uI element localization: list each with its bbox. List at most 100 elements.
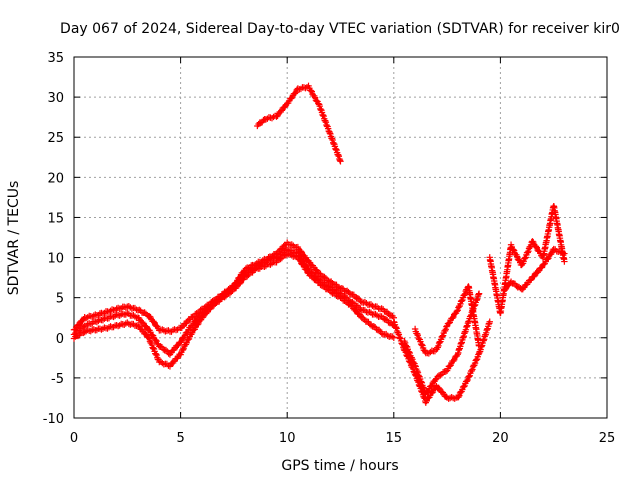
data-point <box>561 258 568 265</box>
data-point <box>268 260 276 267</box>
data-point <box>152 350 160 358</box>
data-point <box>530 273 537 280</box>
y-tick-label: 10 <box>47 252 64 267</box>
chart-title: Day 067 of 2024, Sidereal Day-to-day VTE… <box>60 21 620 37</box>
x-tick-label: 25 <box>599 431 616 446</box>
data-point <box>472 357 479 364</box>
data-point <box>389 333 396 340</box>
series-track-f <box>411 283 483 357</box>
data-point <box>538 264 546 271</box>
data-point <box>402 342 409 349</box>
y-axis-label: SDTVAR / TECUs <box>6 181 22 296</box>
data-point <box>149 344 156 351</box>
data-point <box>139 318 146 326</box>
data-point <box>142 330 149 337</box>
data-point <box>152 336 159 344</box>
data-point <box>405 348 413 356</box>
y-tick-label: 35 <box>47 51 64 66</box>
data-point <box>451 395 458 402</box>
data-point <box>534 269 541 276</box>
data-point <box>244 273 251 280</box>
x-tick-label: 15 <box>386 431 403 446</box>
x-axis-label: GPS time / hours <box>281 458 398 474</box>
data-point <box>236 280 243 288</box>
data-point <box>468 367 475 374</box>
data-point <box>521 254 529 262</box>
data-point <box>277 108 285 116</box>
data-point <box>473 356 480 363</box>
data-point <box>464 376 471 384</box>
series-track-e <box>401 290 483 398</box>
data-point <box>162 346 170 354</box>
data-point <box>131 313 139 320</box>
data-point <box>455 393 462 401</box>
data-point <box>369 302 376 310</box>
data-point <box>370 323 378 330</box>
data-point <box>288 241 295 248</box>
data-point <box>458 297 465 304</box>
plot-frame <box>73 56 608 419</box>
data-point <box>179 346 187 354</box>
data-point <box>501 286 508 294</box>
y-tick-label: 25 <box>47 131 64 146</box>
x-tick-label: 10 <box>279 431 296 446</box>
data-point <box>544 255 551 263</box>
data-point <box>107 323 114 330</box>
series-track-g <box>486 202 568 317</box>
data-point <box>177 339 184 346</box>
x-tick-label: 5 <box>176 431 184 446</box>
data-point <box>202 310 210 317</box>
series-track-i <box>254 82 344 165</box>
data-point <box>524 249 531 256</box>
data-point <box>252 266 259 273</box>
data-point <box>465 373 472 381</box>
data-point <box>417 340 425 348</box>
data-point <box>273 113 280 120</box>
data-point <box>296 256 303 263</box>
data-point <box>101 309 108 317</box>
data-point <box>307 87 315 94</box>
data-point <box>435 384 442 392</box>
data-point <box>475 290 483 297</box>
data-point <box>174 342 181 350</box>
data-point <box>145 334 152 341</box>
data-point <box>432 376 439 383</box>
data-point <box>450 357 457 365</box>
data-point <box>413 330 421 337</box>
data-point <box>337 293 344 301</box>
data-point <box>459 383 467 391</box>
data-point <box>382 315 390 323</box>
y-tick-label: 20 <box>47 171 64 186</box>
data-point <box>457 298 465 305</box>
data-point <box>427 348 434 356</box>
data-points <box>70 82 568 406</box>
data-point <box>288 252 295 259</box>
grid <box>74 57 607 418</box>
data-point <box>118 305 125 312</box>
data-point <box>510 246 517 253</box>
y-tick-label: 0 <box>56 332 64 347</box>
data-point <box>150 318 157 325</box>
data-point <box>90 326 97 333</box>
data-point <box>321 273 328 281</box>
x-tick-label: 20 <box>492 431 509 446</box>
data-point <box>418 341 425 348</box>
data-point <box>95 317 102 325</box>
data-point <box>291 90 299 97</box>
data-point <box>390 334 397 341</box>
data-point <box>438 333 445 341</box>
data-point <box>226 290 234 297</box>
series-track-h <box>501 245 568 294</box>
data-point <box>461 291 468 299</box>
data-point <box>194 321 201 328</box>
y-tick-label: 30 <box>47 91 64 106</box>
data-point <box>159 359 166 367</box>
data-point <box>460 383 468 390</box>
data-point <box>521 255 528 262</box>
data-point <box>122 311 129 318</box>
data-point <box>449 314 456 322</box>
data-point <box>463 377 471 385</box>
data-point <box>312 276 319 283</box>
data-point <box>297 85 305 93</box>
